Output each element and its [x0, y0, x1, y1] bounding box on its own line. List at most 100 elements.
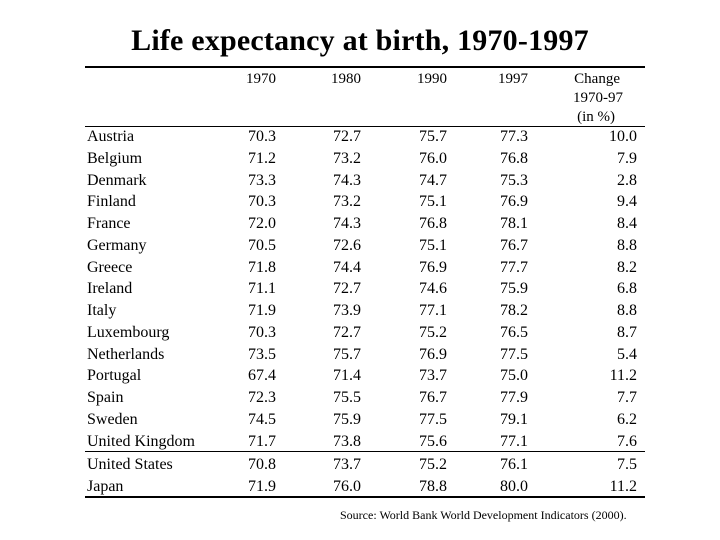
value-cell: 70.3 — [248, 323, 276, 341]
value-cell: 80.0 — [500, 478, 528, 495]
value-cell: 71.1 — [248, 280, 276, 298]
value-cell: 72.7 — [333, 323, 361, 341]
value-cell: 79.1 — [500, 410, 528, 428]
value-cell: 77.5 — [419, 410, 447, 428]
table-row: Portugal 67.4 71.4 73.7 75.0 11.2 — [85, 365, 645, 387]
value-cell: 8.2 — [617, 258, 637, 276]
value-cell: 74.3 — [333, 171, 361, 189]
value-cell: 2.8 — [617, 171, 637, 189]
table-row: Belgium 71.2 73.2 76.0 76.8 7.9 — [85, 148, 645, 170]
value-cell: 75.6 — [419, 432, 447, 450]
table-row: France 72.0 74.3 76.8 78.1 8.4 — [85, 213, 645, 235]
value-cell: 77.7 — [500, 258, 528, 276]
value-cell: 74.3 — [333, 215, 361, 232]
value-cell: 73.8 — [333, 432, 361, 450]
value-cell: 11.2 — [609, 367, 637, 385]
value-cell: 70.3 — [248, 193, 276, 211]
value-cell: 72.7 — [333, 280, 361, 298]
country-cell: Austria — [87, 128, 135, 145]
country-cell: Ireland — [87, 280, 133, 298]
country-cell: Italy — [87, 302, 117, 319]
table-row: Denmark 73.3 74.3 74.7 75.3 2.8 — [85, 170, 645, 192]
value-cell: 7.5 — [617, 456, 637, 474]
value-cell: 77.1 — [500, 432, 528, 450]
country-cell: Germany — [87, 236, 147, 254]
country-cell: Japan — [87, 478, 124, 495]
value-cell: 76.9 — [500, 193, 528, 211]
country-cell: Belgium — [87, 149, 143, 167]
value-cell: 73.7 — [419, 367, 447, 385]
value-cell: 78.8 — [419, 478, 447, 495]
table-row: Netherlands 73.5 75.7 76.9 77.5 5.4 — [85, 344, 645, 366]
value-cell: 77.9 — [500, 389, 528, 406]
value-cell: 76.7 — [419, 389, 447, 406]
value-cell: 77.1 — [419, 302, 447, 319]
value-cell: 10.0 — [609, 128, 637, 145]
value-cell: 78.2 — [500, 302, 528, 319]
value-cell: 11.2 — [609, 478, 637, 495]
bottom-rule — [85, 496, 645, 498]
value-cell: 75.7 — [419, 128, 447, 145]
value-cell: 75.9 — [333, 410, 361, 428]
country-cell: Portugal — [87, 367, 142, 385]
table-row: Germany 70.5 72.6 75.1 76.7 8.8 — [85, 235, 645, 257]
country-cell: Spain — [87, 389, 124, 406]
col-header-change-line3: (in %) — [577, 109, 615, 125]
value-cell: 74.7 — [419, 171, 447, 189]
value-cell: 74.5 — [248, 410, 276, 428]
value-cell: 6.8 — [617, 280, 637, 298]
value-cell: 73.5 — [248, 345, 276, 363]
value-cell: 73.2 — [333, 193, 361, 211]
country-cell: Denmark — [87, 171, 147, 189]
value-cell: 75.0 — [500, 367, 528, 385]
group-rule — [85, 451, 645, 452]
col-header-1980: 1980 — [331, 71, 361, 87]
value-cell: 71.2 — [248, 149, 276, 167]
country-cell: Luxembourg — [87, 323, 170, 341]
value-cell: 72.3 — [248, 389, 276, 406]
value-cell: 6.2 — [617, 410, 637, 428]
value-cell: 76.8 — [500, 149, 528, 167]
value-cell: 74.4 — [333, 258, 361, 276]
country-cell: France — [87, 215, 131, 232]
value-cell: 73.9 — [333, 302, 361, 319]
value-cell: 72.6 — [333, 236, 361, 254]
top-rule — [85, 66, 645, 68]
value-cell: 75.7 — [333, 345, 361, 363]
table-row: Spain 72.3 75.5 76.7 77.9 7.7 — [85, 387, 645, 409]
value-cell: 75.5 — [333, 389, 361, 406]
value-cell: 8.7 — [617, 323, 637, 341]
value-cell: 67.4 — [248, 367, 276, 385]
value-cell: 71.4 — [333, 367, 361, 385]
header-rule — [85, 126, 645, 127]
value-cell: 72.7 — [333, 128, 361, 145]
table-header: 1970 1980 1990 1997 Change 1970-97 (in %… — [85, 70, 645, 126]
value-cell: 71.7 — [248, 432, 276, 450]
value-cell: 76.7 — [500, 236, 528, 254]
col-header-1997: 1997 — [498, 71, 528, 87]
value-cell: 76.0 — [419, 149, 447, 167]
value-cell: 73.3 — [248, 171, 276, 189]
value-cell: 71.8 — [248, 258, 276, 276]
table-row: United Kingdom 71.7 73.8 75.6 77.1 7.6 — [85, 431, 645, 453]
col-header-1990: 1990 — [417, 71, 447, 87]
value-cell: 7.9 — [617, 149, 637, 167]
value-cell: 76.5 — [500, 323, 528, 341]
table-row: Luxembourg 70.3 72.7 75.2 76.5 8.7 — [85, 322, 645, 344]
col-header-1970: 1970 — [246, 71, 276, 87]
table-row: Finland 70.3 73.2 75.1 76.9 9.4 — [85, 191, 645, 213]
table-row: United States 70.8 73.7 75.2 76.1 7.5 — [85, 454, 645, 476]
value-cell: 75.9 — [500, 280, 528, 298]
value-cell: 71.9 — [248, 478, 276, 495]
value-cell: 75.2 — [419, 456, 447, 474]
table-row: Sweden 74.5 75.9 77.5 79.1 6.2 — [85, 409, 645, 431]
value-cell: 75.1 — [419, 193, 447, 211]
value-cell: 7.6 — [617, 432, 637, 450]
value-cell: 75.1 — [419, 236, 447, 254]
value-cell: 73.2 — [333, 149, 361, 167]
country-cell: Finland — [87, 193, 136, 211]
value-cell: 8.8 — [617, 302, 637, 319]
value-cell: 7.7 — [617, 389, 637, 406]
value-cell: 70.5 — [248, 236, 276, 254]
table-row: Ireland 71.1 72.7 74.6 75.9 6.8 — [85, 278, 645, 300]
